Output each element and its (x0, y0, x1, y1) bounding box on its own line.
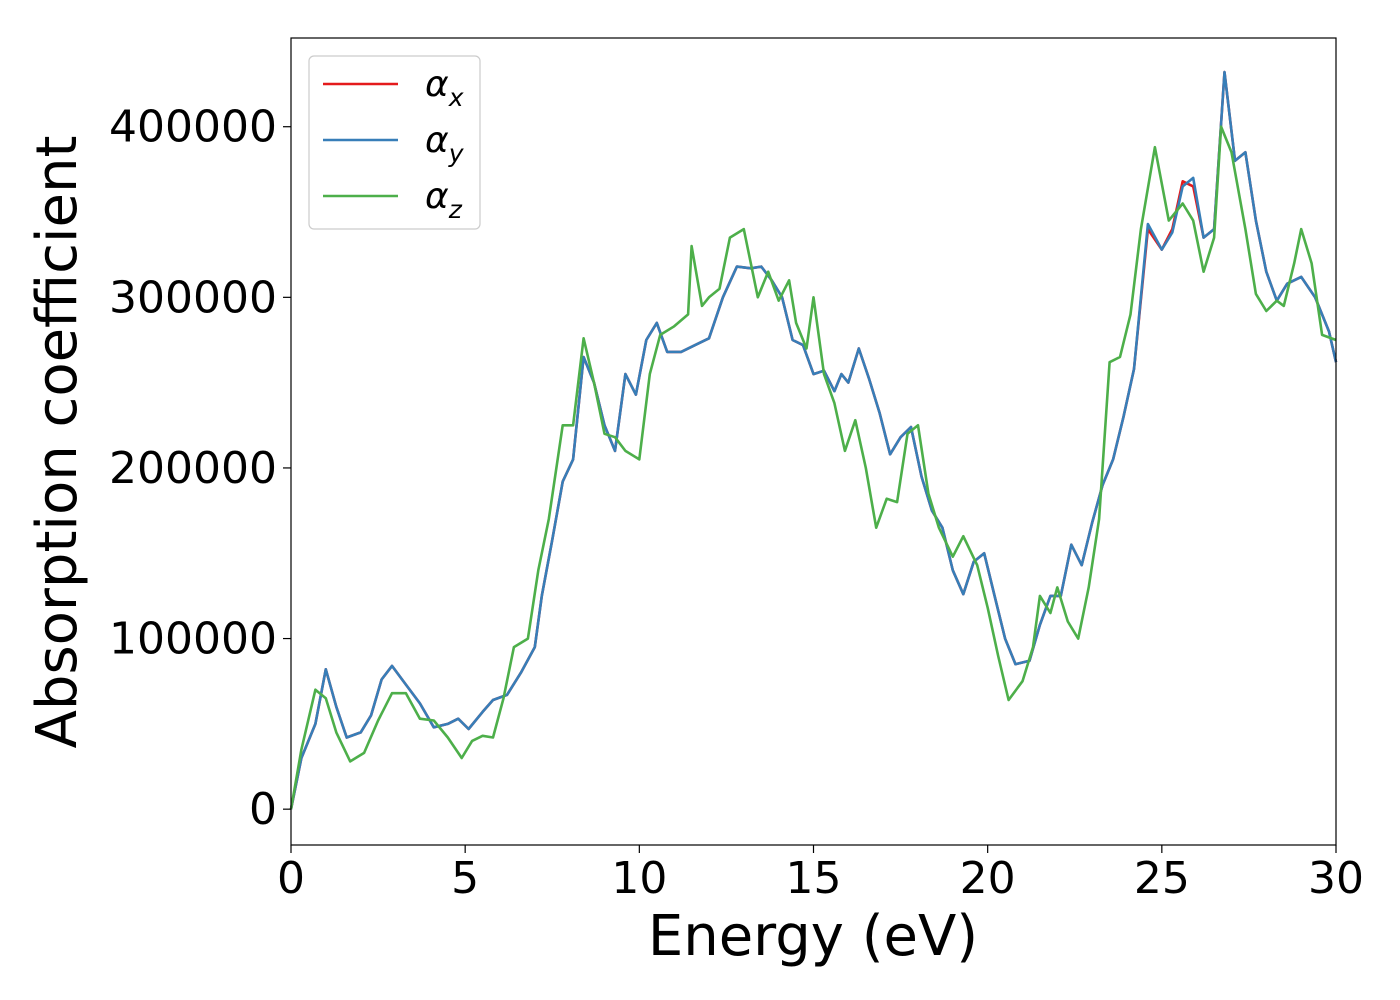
legend-label-x: αx (425, 64, 464, 112)
legend-label-z: αz (425, 176, 463, 224)
y-tick-label: 300000 (109, 272, 277, 323)
series-line-y (289, 70, 1338, 810)
x-tick-label: 25 (1134, 853, 1190, 904)
y-tick-label: 400000 (109, 102, 277, 153)
x-axis-label: Energy (eV) (648, 904, 978, 969)
x-tick-label: 5 (451, 853, 479, 904)
y-axis-ticks: 0 100000 200000 300000 400000 (109, 102, 291, 835)
series-line-z (289, 125, 1337, 810)
legend-label-y: αy (425, 120, 465, 168)
x-tick-label: 20 (960, 853, 1016, 904)
series-layer (289, 70, 1338, 810)
x-tick-label: 10 (611, 853, 667, 904)
x-tick-label: 0 (277, 853, 305, 904)
x-axis-ticks: 0 5 10 15 20 25 30 (277, 845, 1364, 904)
legend-box (308, 55, 481, 230)
legend: αx αy αz (308, 55, 481, 230)
x-tick-label: 30 (1308, 853, 1364, 904)
y-axis-label: Absorption coefficient (25, 136, 90, 749)
y-tick-label: 100000 (109, 614, 277, 665)
y-tick-label: 200000 (109, 443, 277, 494)
x-tick-label: 15 (786, 853, 842, 904)
y-tick-label: 0 (249, 784, 277, 835)
